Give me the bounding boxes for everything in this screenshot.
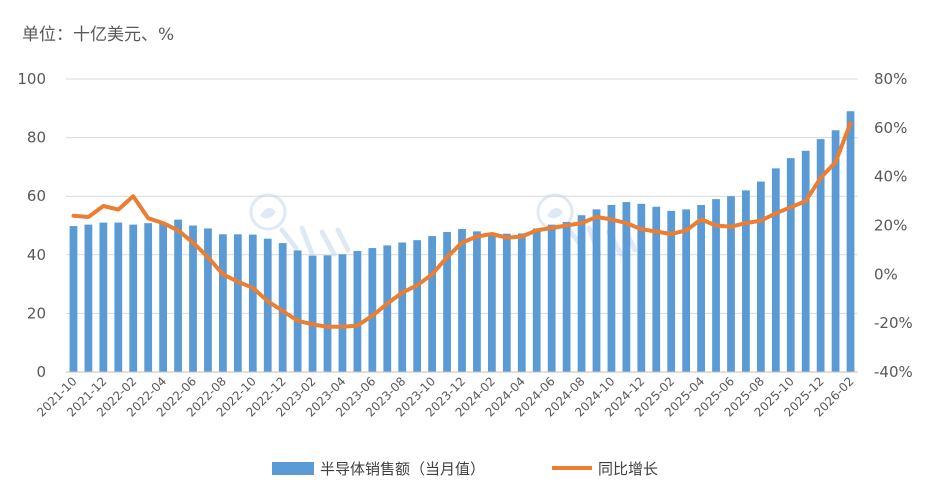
right-axis-tick: 20% [874, 217, 907, 235]
legend-bar-swatch [272, 462, 314, 475]
right-axis: -40% -20% 0% 20% 40% 60% 80% [874, 70, 913, 381]
bar [637, 203, 646, 372]
bar [114, 222, 123, 372]
bar [99, 222, 108, 372]
bar [189, 225, 197, 372]
left-axis-tick: 0 [36, 363, 46, 381]
bar [458, 229, 466, 372]
bar [532, 228, 541, 372]
bar [682, 209, 691, 372]
bar [607, 204, 616, 372]
bar [622, 202, 631, 372]
bar [248, 234, 257, 372]
watermark-strokes [279, 225, 351, 257]
bar [383, 245, 392, 372]
bar [831, 130, 840, 372]
bar [846, 111, 855, 372]
watermark-glyph [260, 207, 276, 219]
bar [233, 234, 242, 372]
unit-label: 单位：十亿美元、% [22, 25, 175, 45]
bar [756, 181, 765, 372]
bar [592, 209, 601, 372]
watermark-glyph [547, 207, 563, 219]
bar [473, 231, 481, 372]
bar [144, 223, 153, 372]
bar [263, 238, 272, 372]
left-axis-tick: 100 [17, 70, 46, 88]
bar [547, 224, 556, 372]
line-series [71, 121, 853, 329]
bar [338, 254, 347, 372]
right-axis-tick: 40% [874, 168, 907, 186]
right-axis-tick: -20% [874, 314, 913, 332]
bar [398, 242, 407, 372]
left-axis-tick: 80 [27, 129, 46, 147]
bar [801, 150, 810, 372]
bar [308, 255, 317, 372]
left-axis-tick: 60 [27, 187, 46, 205]
growth-line [71, 121, 853, 329]
bar [84, 224, 93, 372]
bar [727, 196, 735, 372]
bar [816, 139, 825, 372]
bar [742, 190, 750, 372]
bar [667, 210, 676, 372]
bar [69, 226, 78, 372]
right-axis-tick: -40% [874, 363, 913, 381]
legend: 半导体销售额（当月值） 同比增长 [272, 460, 658, 478]
bar [323, 255, 332, 372]
bar [697, 204, 705, 372]
bar [353, 250, 362, 372]
legend-bar-label: 半导体销售额（当月值） [320, 460, 485, 478]
bar [488, 233, 496, 372]
right-axis-tick: 0% [874, 265, 898, 283]
bar [174, 219, 182, 372]
bar [219, 234, 227, 372]
right-axis-tick: 80% [874, 70, 907, 88]
legend-line-label: 同比增长 [598, 460, 658, 478]
bar [652, 206, 661, 372]
right-axis-tick: 60% [874, 119, 907, 137]
bar [443, 231, 451, 372]
bar [368, 248, 377, 372]
bar [562, 221, 571, 372]
logo-watermark [249, 193, 351, 257]
bar [428, 236, 436, 372]
x-axis: 2021-102021-122022-022022-042022-062022-… [34, 371, 858, 420]
left-axis-tick: 20 [27, 304, 46, 322]
left-axis-tick: 40 [27, 246, 46, 264]
left-axis: 0 20 40 60 80 100 [17, 70, 46, 381]
bar [502, 233, 511, 372]
bar [771, 168, 780, 372]
watermark-ring [249, 193, 287, 231]
bar [413, 240, 422, 372]
bar [278, 243, 287, 372]
bar [517, 233, 526, 372]
bar [577, 215, 586, 372]
bar [786, 158, 795, 372]
bar [159, 223, 168, 372]
bar [204, 228, 212, 372]
bar [293, 250, 302, 372]
bar [712, 199, 720, 372]
bar [129, 224, 138, 372]
bar-series [69, 111, 855, 372]
